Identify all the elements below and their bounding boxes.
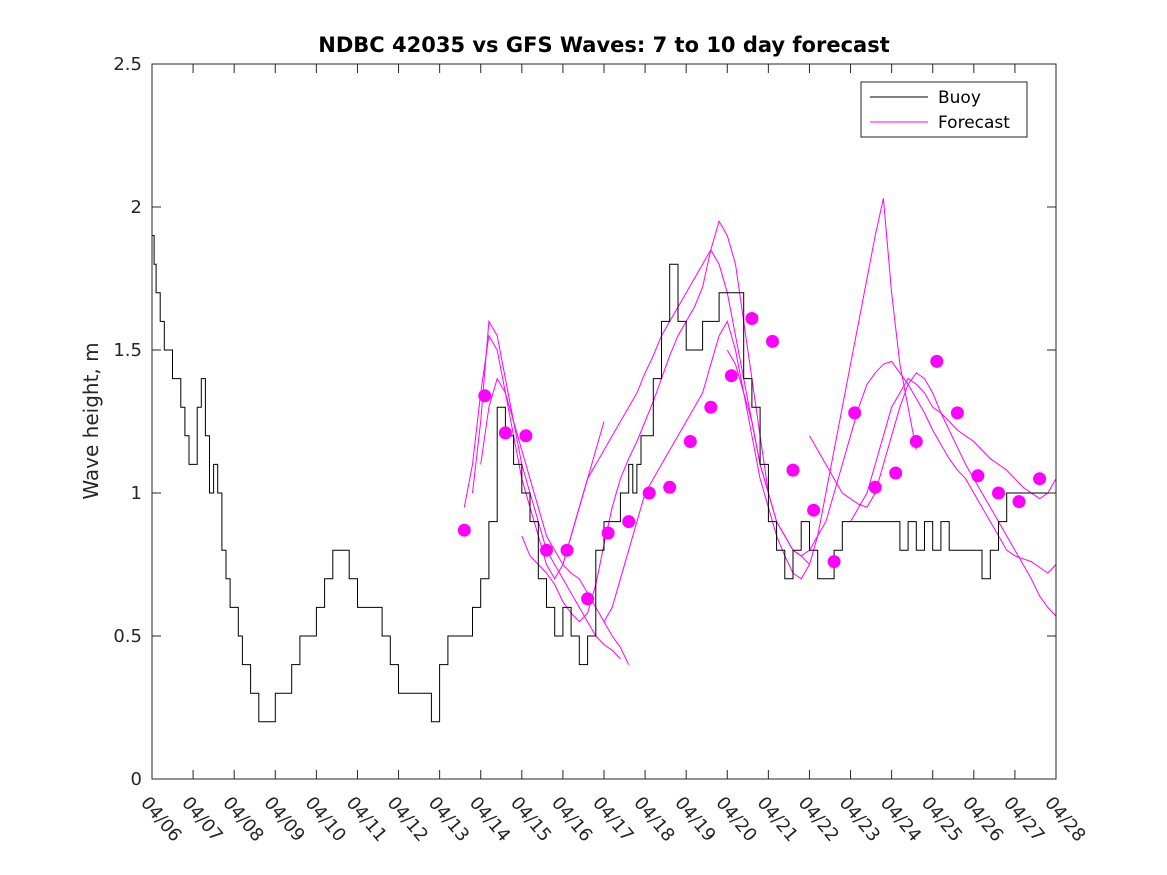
forecast-point [848, 406, 862, 420]
forecast-point [766, 334, 779, 348]
forecast-point [724, 369, 738, 383]
forecast-point [745, 312, 759, 325]
forecast-point [827, 555, 841, 569]
forecast-point [704, 400, 718, 414]
forecast-point [498, 426, 512, 440]
forecast-point [519, 429, 533, 443]
legend-forecast-label: Forecast [938, 113, 1010, 133]
buoy-line [152, 235, 1056, 723]
forecast-point [950, 406, 964, 420]
chart-title: NDBC 42035 vs GFS Waves: 7 to 10 day for… [318, 33, 889, 57]
legend-box [860, 81, 1028, 138]
y-tick-label: 2 [131, 197, 142, 218]
forecast-point [642, 486, 656, 500]
legend: Buoy Forecast [860, 81, 1028, 138]
forecast-line [850, 377, 1057, 522]
forecast-point [909, 435, 923, 448]
forecast-point [581, 592, 595, 606]
forecast-point [992, 486, 1005, 500]
y-tick-label: 0 [131, 769, 142, 790]
y-tick-label: 1.5 [113, 340, 142, 361]
forecast-point [478, 389, 492, 403]
forecast-point [930, 354, 944, 368]
forecast-point [540, 543, 553, 557]
forecast-point [807, 503, 821, 517]
forecast-point [601, 526, 615, 540]
y-axis-title: Wave height, m [79, 342, 103, 499]
y-tick-label: 0.5 [113, 626, 142, 647]
y-tick-label: 1 [131, 483, 142, 504]
forecast-line [726, 349, 1057, 574]
forecast-point [663, 480, 677, 494]
y-tick-label: 2.5 [113, 54, 142, 75]
forecast-point [786, 463, 800, 477]
forecast-point [868, 480, 882, 494]
forecast-point [1012, 495, 1026, 509]
forecast-point [560, 543, 574, 557]
forecast-point [889, 466, 903, 480]
forecast-point [457, 523, 471, 537]
forecast-line [603, 198, 917, 622]
forecast-point [971, 469, 985, 483]
forecast-point [622, 515, 636, 529]
series-layer [152, 198, 1057, 723]
forecast-point [1033, 472, 1047, 486]
forecast-point [683, 435, 697, 448]
forecast-line [521, 220, 769, 623]
forecast-line [809, 372, 1057, 617]
legend-buoy-label: Buoy [938, 88, 981, 108]
